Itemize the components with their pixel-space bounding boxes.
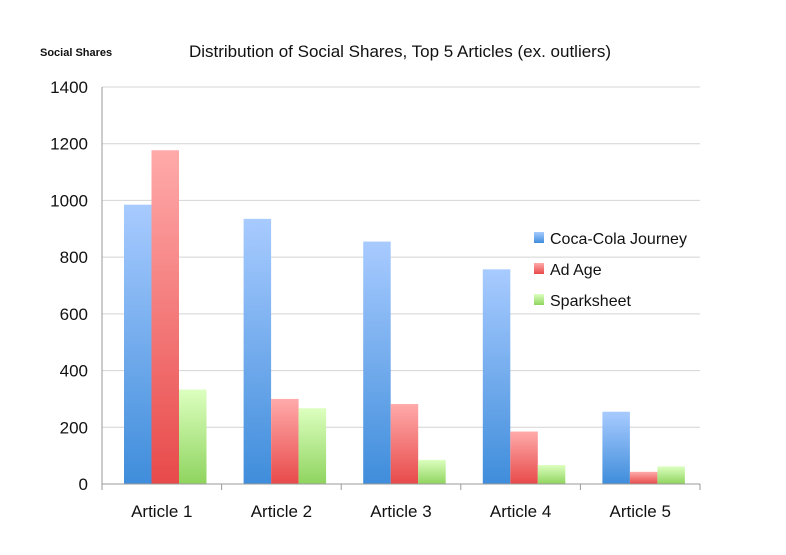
chart-title: Distribution of Social Shares, Top 5 Art… xyxy=(189,42,611,61)
y-axis-label: Social Shares xyxy=(40,47,112,59)
bars xyxy=(124,150,685,485)
bar-ad-age-article-3 xyxy=(390,404,419,484)
y-tick-label: 800 xyxy=(60,248,88,267)
legend: Coca-Cola Journey Ad Age Sparksheet xyxy=(534,231,687,310)
y-tick-label: 1000 xyxy=(50,191,88,210)
bar-coca-cola-journey-article-3 xyxy=(363,241,391,484)
bar-ad-age-article-2 xyxy=(271,398,299,484)
y-tick-label: 600 xyxy=(60,305,88,324)
x-tick-label: Article 3 xyxy=(370,502,431,521)
bar-sparksheet-article-1 xyxy=(179,389,207,484)
bar-ad-age-article-4 xyxy=(510,431,538,484)
y-tick-labels: 0 200 400 600 800 1000 1200 1400 xyxy=(50,78,88,494)
bar-coca-cola-journey-article-5 xyxy=(602,411,630,484)
legend-swatch xyxy=(534,232,544,243)
bar-ad-age-article-1 xyxy=(151,150,179,484)
y-tick-label: 0 xyxy=(79,475,88,494)
bar-ad-age-article-5 xyxy=(629,471,658,484)
x-tick-label: Article 4 xyxy=(490,502,551,521)
legend-label: Ad Age xyxy=(550,262,602,279)
bar-sparksheet-article-2 xyxy=(298,408,327,484)
y-tick-label: 1200 xyxy=(50,135,88,154)
bar-coca-cola-journey-article-1 xyxy=(124,204,152,485)
x-tick-label: Article 5 xyxy=(609,502,670,521)
axes xyxy=(101,87,701,490)
bar-coca-cola-journey-article-4 xyxy=(482,269,511,484)
y-tick-label: 200 xyxy=(60,418,88,437)
bar-coca-cola-journey-article-2 xyxy=(243,218,272,484)
x-tick-labels: Article 1 Article 2 Article 3 Article 4 Arti… xyxy=(131,502,671,521)
x-tick-label: Article 1 xyxy=(131,502,192,521)
legend-label: Sparksheet xyxy=(550,293,631,310)
bar-sparksheet-article-3 xyxy=(418,459,446,484)
bar-sparksheet-article-4 xyxy=(537,465,566,484)
bar-sparksheet-article-5 xyxy=(657,466,685,484)
x-tick-label: Article 2 xyxy=(251,502,312,521)
legend-swatch xyxy=(534,294,544,305)
legend-label: Coca-Cola Journey xyxy=(550,231,687,248)
legend-swatch xyxy=(534,263,544,274)
gridlines xyxy=(102,86,700,428)
y-tick-label: 400 xyxy=(60,362,88,381)
y-tick-label: 1400 xyxy=(50,78,88,97)
